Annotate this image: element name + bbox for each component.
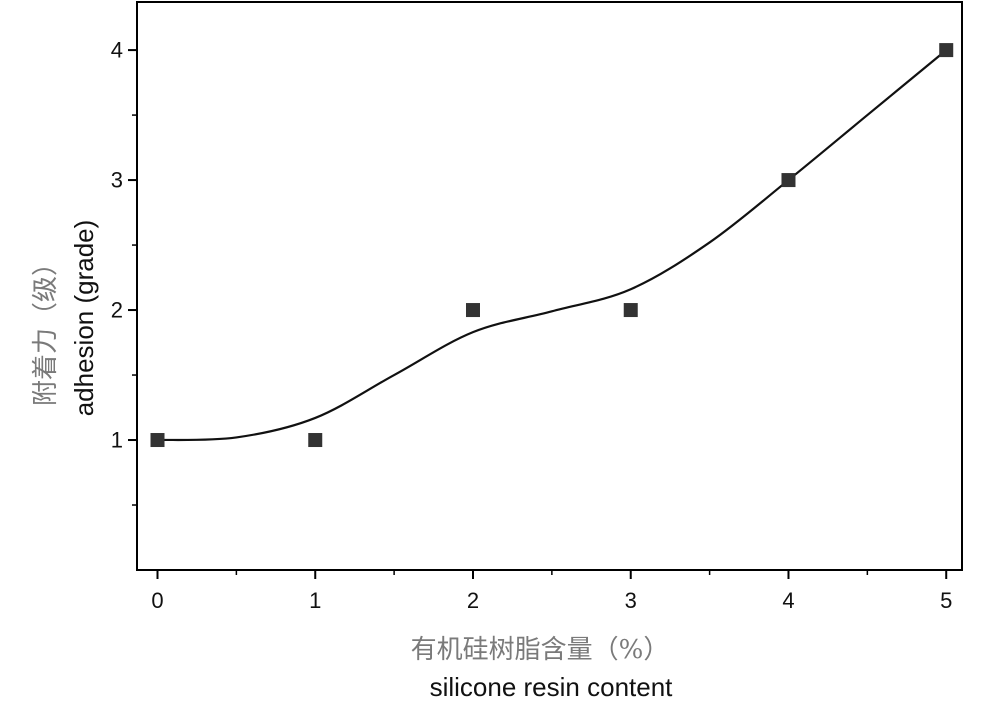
x-axis-label-zh: 有机硅树脂含量（%） (411, 635, 670, 665)
tick-labels: 0 1 2 3 4 5 1 2 3 4 (111, 38, 953, 613)
fit-curve-group (157, 49, 947, 442)
x-tick-label: 3 (625, 588, 637, 613)
data-markers (150, 43, 954, 448)
x-tick-label: 1 (309, 588, 321, 613)
x-tick-label: 2 (467, 588, 479, 613)
data-point-marker (623, 303, 638, 318)
x-tick-label: 0 (151, 588, 163, 613)
y-tick-label: 4 (111, 38, 123, 63)
data-point-marker (939, 43, 954, 58)
y-tick-label: 2 (111, 298, 123, 323)
fit-curve-line (157, 49, 947, 442)
y-tick-label: 3 (111, 168, 123, 193)
y-tick-label: 1 (111, 428, 123, 453)
x-tick-label: 5 (940, 588, 952, 613)
axes (128, 1, 963, 579)
data-point-marker (308, 433, 323, 448)
x-axis-label-en: silicone resin content (430, 672, 674, 702)
data-point-marker (465, 303, 480, 318)
y-axis-label-en: adhesion (grade) (69, 220, 99, 417)
plot-frame (136, 1, 963, 571)
data-point-marker (781, 173, 796, 188)
y-axis-label-zh: 附着力（级） (31, 250, 61, 406)
x-tick-label: 4 (782, 588, 794, 613)
data-point-marker (150, 433, 165, 448)
